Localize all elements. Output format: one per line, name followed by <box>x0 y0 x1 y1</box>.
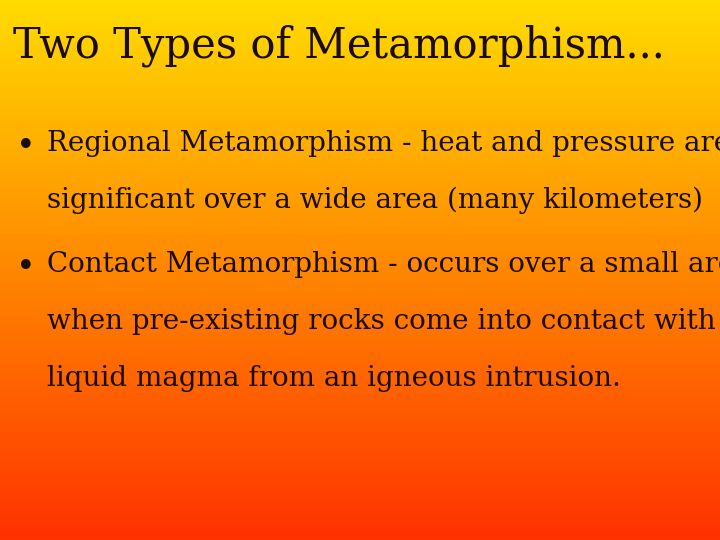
Text: •: • <box>16 251 35 284</box>
Text: •: • <box>16 130 35 163</box>
Text: Contact Metamorphism - occurs over a small area: Contact Metamorphism - occurs over a sma… <box>47 251 720 278</box>
Text: significant over a wide area (many kilometers): significant over a wide area (many kilom… <box>47 186 703 214</box>
Text: Two Types of Metamorphism...: Two Types of Metamorphism... <box>13 24 665 67</box>
Text: Regional Metamorphism - heat and pressure are: Regional Metamorphism - heat and pressur… <box>47 130 720 157</box>
Text: liquid magma from an igneous intrusion.: liquid magma from an igneous intrusion. <box>47 364 621 391</box>
Text: when pre-existing rocks come into contact with hot: when pre-existing rocks come into contac… <box>47 308 720 335</box>
